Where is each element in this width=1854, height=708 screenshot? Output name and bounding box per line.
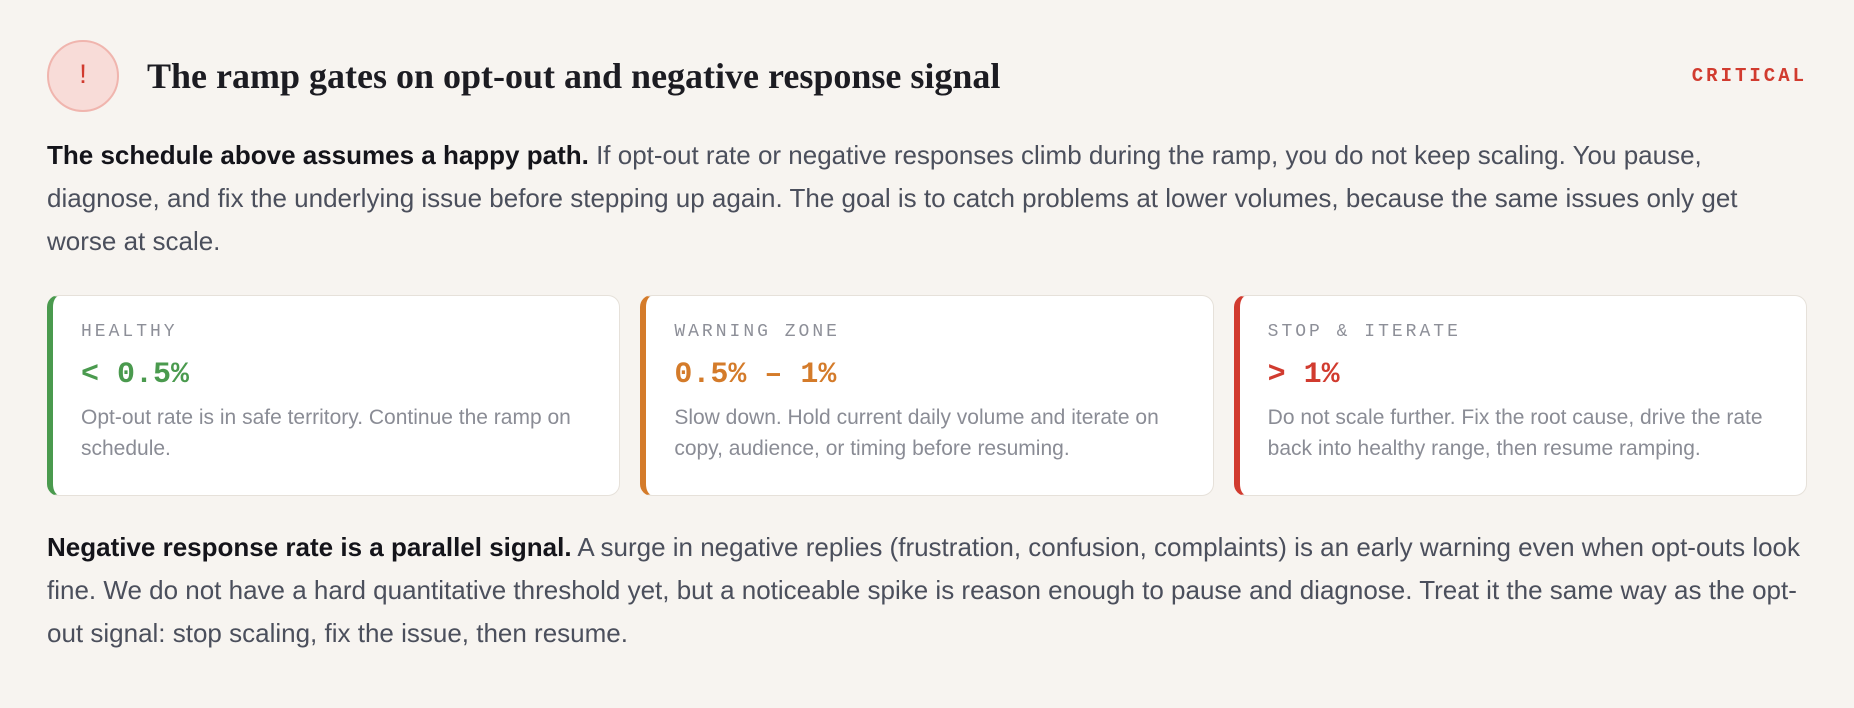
intro-paragraph: The schedule above assumes a happy path.… xyxy=(47,134,1807,263)
card-label: WARNING ZONE xyxy=(674,322,840,342)
card-description: Slow down. Hold current daily volume and… xyxy=(674,406,1159,460)
card-description: Do not scale further. Fix the root cause… xyxy=(1267,406,1763,460)
threshold-cards: HEALTHY < 0.5% Opt-out rate is in safe t… xyxy=(47,295,1807,496)
threshold-card-warning: WARNING ZONE 0.5% – 1% Slow down. Hold c… xyxy=(640,295,1214,496)
callout-header: ! The ramp gates on opt-out and negative… xyxy=(47,40,1807,112)
card-value: 0.5% – 1% xyxy=(674,358,837,392)
intro-body: If opt-out rate or negative responses cl… xyxy=(47,140,1738,256)
card-label: HEALTHY xyxy=(81,322,178,342)
card-description: Opt-out rate is in safe territory. Conti… xyxy=(81,406,571,460)
card-value: < 0.5% xyxy=(81,358,190,392)
followup-paragraph: Negative response rate is a parallel sig… xyxy=(47,526,1807,655)
severity-badge: CRITICAL xyxy=(1691,65,1807,87)
alert-glyph: ! xyxy=(74,60,92,92)
followup-body: A surge in negative replies (frustration… xyxy=(47,532,1801,648)
followup-lead: Negative response rate is a parallel sig… xyxy=(47,532,572,562)
callout-title: The ramp gates on opt-out and negative r… xyxy=(147,56,1001,96)
card-label: STOP & ITERATE xyxy=(1267,322,1461,342)
threshold-card-healthy: HEALTHY < 0.5% Opt-out rate is in safe t… xyxy=(47,295,621,496)
alert-icon: ! xyxy=(47,40,119,112)
threshold-card-stop: STOP & ITERATE > 1% Do not scale further… xyxy=(1233,295,1807,496)
card-value: > 1% xyxy=(1267,358,1340,392)
intro-lead: The schedule above assumes a happy path. xyxy=(47,140,589,170)
